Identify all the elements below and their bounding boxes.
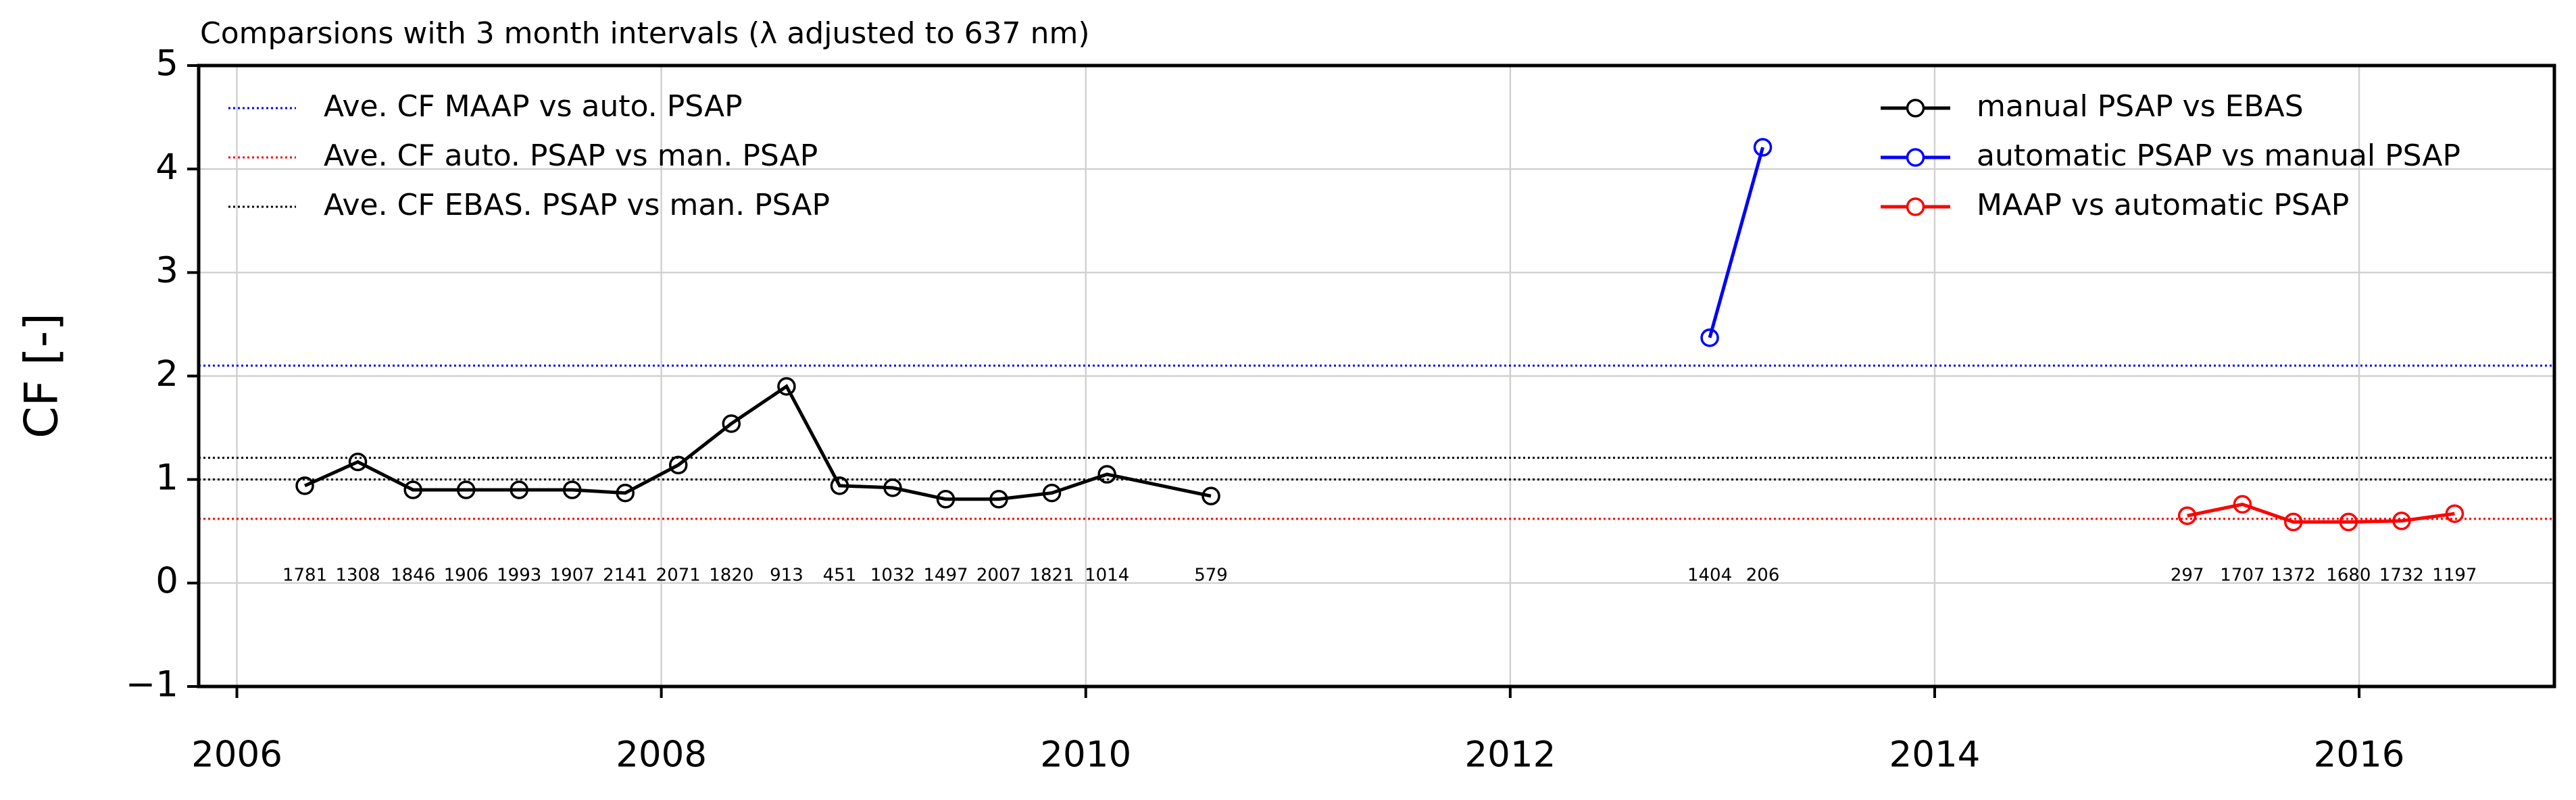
point (2392, 511, 2411, 530)
y-tick-label: 3 (155, 250, 178, 291)
count-label: 2007 (976, 566, 1021, 586)
point (2233, 495, 2252, 514)
legend-label: automatic PSAP vs manual PSAP (1977, 139, 2460, 173)
legend-label: Ave. CF MAAP vs auto. PSAP (324, 89, 743, 124)
point (2339, 512, 2358, 532)
point (722, 414, 741, 433)
count-label: 1308 (335, 566, 380, 586)
count-label: 1821 (1029, 566, 1074, 586)
count-label: 1707 (2220, 566, 2264, 586)
legend-label: Ave. CF EBAS. PSAP vs man. PSAP (324, 188, 830, 222)
count-label: 1781 (282, 566, 327, 586)
y-tick-label: −1 (126, 664, 178, 705)
count-label: 1846 (391, 566, 435, 586)
count-label: 2071 (656, 566, 701, 586)
count-label: 579 (1194, 566, 1228, 586)
count-label: 1372 (2271, 566, 2316, 586)
series-line (2187, 502, 2455, 524)
legend-label: Ave. CF auto. PSAP vs man. PSAP (324, 139, 818, 173)
x-tick-label: 2012 (1464, 734, 1556, 776)
count-label: 1497 (923, 566, 968, 586)
count-label: 1032 (870, 566, 915, 586)
y-tick-label: 0 (155, 560, 178, 601)
count-label: 1014 (1085, 566, 1129, 586)
point (2445, 504, 2464, 523)
count-label: 297 (2171, 566, 2204, 586)
x-tick-label: 2006 (191, 734, 282, 776)
point (989, 490, 1008, 509)
point (1700, 328, 1719, 347)
series-line (304, 384, 1212, 501)
count-label: 1820 (709, 566, 753, 586)
count-label: 2141 (603, 566, 647, 586)
point (562, 480, 582, 499)
x-tick-label: 2016 (2314, 734, 2405, 776)
point (510, 480, 528, 499)
chart-title: Comparsions with 3 month intervals (λ ad… (200, 16, 1090, 51)
y-tick-label: 2 (155, 353, 178, 395)
count-label: 1732 (2379, 566, 2424, 586)
legend-marker (1906, 197, 1925, 216)
point (295, 476, 314, 495)
point (456, 480, 476, 499)
point (403, 480, 422, 499)
count-label: 1907 (550, 566, 595, 586)
point (2283, 512, 2303, 532)
y-tick-label: 4 (155, 147, 178, 188)
point (348, 452, 368, 472)
count-label: 913 (770, 566, 803, 586)
legend-label: MAAP vs automatic PSAP (1977, 188, 2349, 222)
point (669, 455, 688, 474)
count-label: 1404 (1687, 566, 1732, 586)
series-line (1708, 147, 1764, 339)
count-label: 206 (1746, 566, 1780, 586)
count-label: 1993 (497, 566, 541, 586)
point (616, 483, 635, 503)
point (1097, 465, 1116, 484)
point (1042, 483, 1062, 503)
point (830, 476, 849, 495)
count-label: 1680 (2326, 566, 2371, 586)
y-tick-label: 1 (155, 457, 178, 498)
x-tick-label: 2008 (616, 734, 707, 776)
x-tick-label: 2014 (1889, 734, 1981, 776)
point (1202, 486, 1220, 505)
count-label: 1197 (2432, 566, 2477, 586)
plot-frame (197, 64, 2556, 689)
point (2177, 506, 2197, 526)
legend-label: manual PSAP vs EBAS (1977, 89, 2304, 124)
x-tick-label: 2010 (1040, 734, 1131, 776)
count-label: 1906 (444, 566, 489, 586)
y-tick-label: 5 (155, 43, 178, 84)
point (1753, 138, 1773, 157)
point (936, 490, 956, 509)
point (883, 478, 902, 497)
legend-marker (1906, 148, 1925, 167)
y-axis-label: CF [-] (16, 313, 69, 439)
point (777, 377, 796, 396)
count-label: 451 (823, 566, 857, 586)
legend-marker (1906, 99, 1925, 118)
